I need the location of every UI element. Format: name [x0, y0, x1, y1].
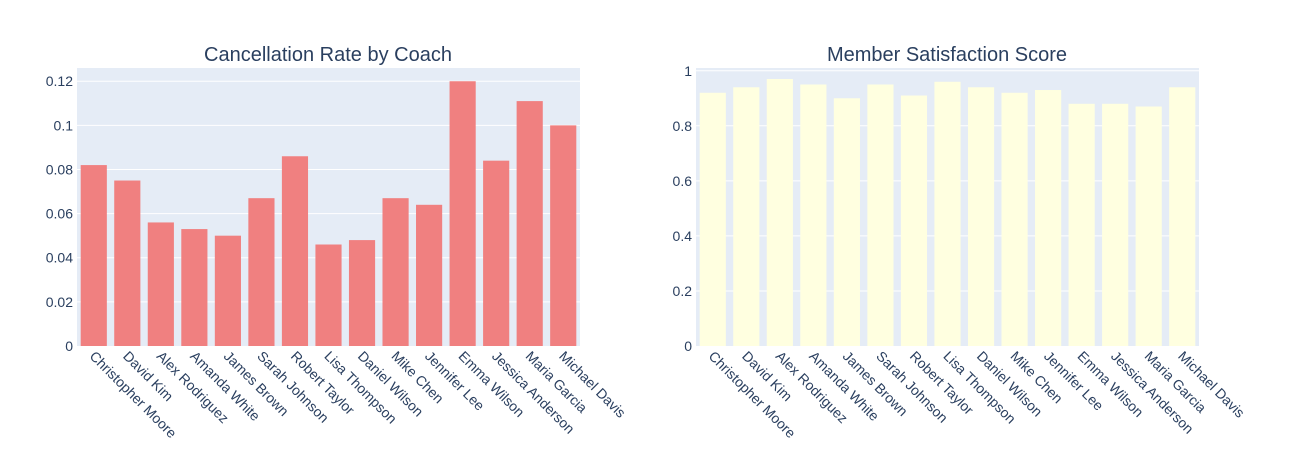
cancellation-bar[interactable]	[382, 198, 409, 346]
cancellation-y-tick-label: 0.12	[46, 73, 73, 89]
satisfaction-y-tick-label: 0.8	[673, 118, 693, 134]
cancellation-bar[interactable]	[147, 222, 174, 346]
satisfaction-y-ticks: 0 0.2 0.4 0.6 0.8 1	[673, 63, 693, 354]
satisfaction-bar[interactable]	[699, 92, 726, 346]
satisfaction-bar[interactable]	[1068, 103, 1095, 346]
cancellation-y-tick-label: 0.08	[46, 161, 73, 177]
cancellation-y-tick-label: 0	[65, 338, 73, 354]
satisfaction-y-tick-label: 0.4	[673, 228, 693, 244]
cancellation-y-tick-label: 0.06	[46, 206, 73, 222]
satisfaction-bar[interactable]	[766, 79, 793, 347]
cancellation-bar[interactable]	[449, 81, 476, 346]
satisfaction-bars	[699, 79, 1196, 347]
satisfaction-bar[interactable]	[867, 84, 894, 346]
cancellation-bar[interactable]	[483, 160, 510, 346]
satisfaction-chart-title: Member Satisfaction Score	[827, 44, 1067, 66]
satisfaction-bar[interactable]	[733, 87, 760, 346]
cancellation-y-tick-label: 0.02	[46, 294, 73, 310]
satisfaction-bar[interactable]	[1135, 106, 1162, 346]
satisfaction-y-tick-label: 1	[684, 63, 692, 79]
cancellation-y-tick-label: 0.04	[46, 250, 73, 266]
cancellation-bars	[80, 81, 577, 346]
cancellation-bar[interactable]	[348, 240, 376, 346]
satisfaction-bar[interactable]	[833, 98, 860, 347]
satisfaction-y-tick-label: 0.6	[673, 173, 693, 189]
satisfaction-bar[interactable]	[1102, 103, 1129, 346]
satisfaction-y-tick-label: 0.2	[673, 283, 693, 299]
satisfaction-y-tick-label: 0	[684, 338, 692, 354]
cancellation-bar[interactable]	[181, 229, 208, 346]
cancellation-bar[interactable]	[550, 125, 577, 346]
cancellation-y-tick-label: 0.1	[54, 117, 74, 133]
satisfaction-bar[interactable]	[1001, 92, 1028, 346]
satisfaction-bar[interactable]	[1035, 90, 1062, 346]
cancellation-y-ticks: 0 0.02 0.04 0.06 0.08 0.1 0.12	[46, 73, 73, 354]
cancellation-bar[interactable]	[516, 101, 543, 346]
cancellation-bar[interactable]	[315, 244, 342, 346]
cancellation-bar[interactable]	[281, 156, 309, 346]
satisfaction-bar[interactable]	[934, 81, 961, 346]
cancellation-bar[interactable]	[416, 204, 443, 346]
satisfaction-bar[interactable]	[967, 87, 995, 346]
cancellation-rate-chart: 0 0.02 0.04 0.06 0.08 0.1 0.12 Christopher Moo…	[46, 44, 629, 441]
cancellation-bar[interactable]	[114, 180, 141, 346]
cancellation-bar[interactable]	[80, 165, 107, 346]
cancellation-bar[interactable]	[214, 235, 241, 346]
satisfaction-bar[interactable]	[1169, 87, 1196, 346]
satisfaction-bar[interactable]	[900, 95, 928, 346]
cancellation-chart-title: Cancellation Rate by Coach	[204, 44, 452, 66]
satisfaction-bar[interactable]	[800, 84, 827, 346]
cancellation-bar[interactable]	[248, 198, 275, 346]
